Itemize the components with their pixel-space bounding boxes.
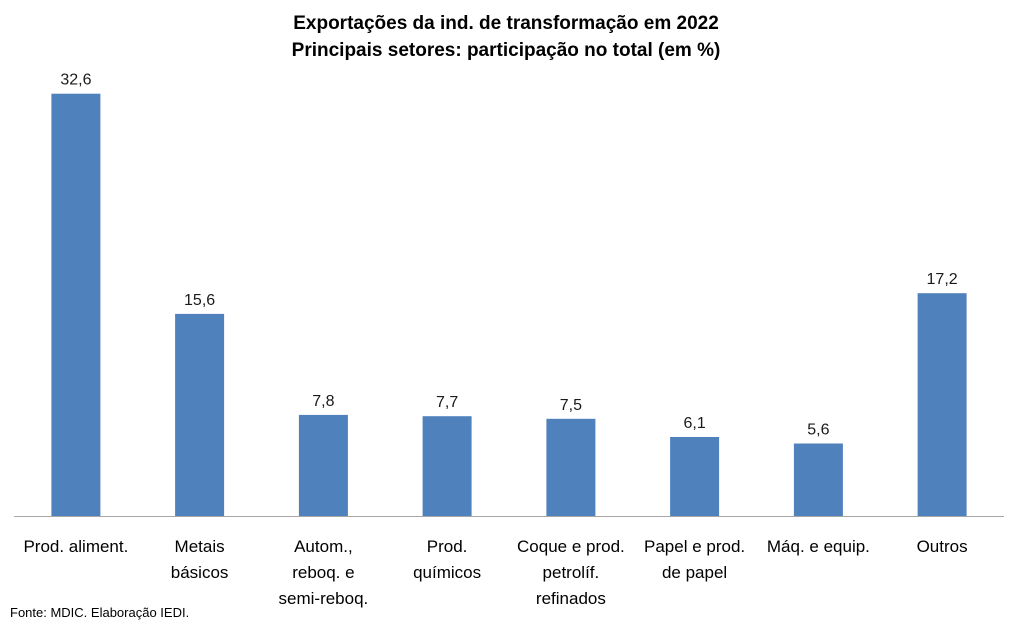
category-label: Metais básicos bbox=[171, 537, 229, 582]
data-label: 17,2 bbox=[927, 271, 958, 288]
source-note: Fonte: MDIC. Elaboração IEDI. bbox=[10, 605, 190, 620]
chart-subtitle: Principais setores: participação no tota… bbox=[291, 40, 721, 61]
data-label: 7,7 bbox=[436, 394, 458, 411]
bar bbox=[298, 414, 348, 516]
category-label: Autom., reboq. e semi-reboq. bbox=[279, 537, 369, 608]
bar bbox=[175, 313, 225, 516]
bar bbox=[917, 293, 967, 516]
data-label: 32,6 bbox=[60, 72, 91, 89]
chart-title: Exportações da ind. de transformação em … bbox=[293, 13, 719, 34]
data-label: 7,8 bbox=[312, 393, 334, 410]
data-label: 7,5 bbox=[560, 397, 582, 414]
category-label: Prod. químicos bbox=[413, 537, 481, 582]
category-label: Papel e prod. de papel bbox=[644, 537, 745, 582]
category-label: Prod. aliment. bbox=[23, 537, 128, 556]
data-label: 6,1 bbox=[683, 415, 705, 432]
category-label: Coque e prod. petrolíf. refinados bbox=[517, 537, 625, 608]
category-label: Máq. e equip. bbox=[767, 537, 870, 556]
category-label: Outros bbox=[917, 537, 968, 556]
bar bbox=[51, 93, 101, 516]
bar bbox=[546, 418, 596, 516]
bar bbox=[422, 416, 472, 516]
bar bbox=[670, 437, 720, 516]
chart-title-block: Exportações da ind. de transformação em … bbox=[0, 10, 1012, 64]
data-label: 5,6 bbox=[807, 422, 829, 439]
data-label: 15,6 bbox=[184, 292, 215, 309]
bar bbox=[793, 443, 843, 516]
